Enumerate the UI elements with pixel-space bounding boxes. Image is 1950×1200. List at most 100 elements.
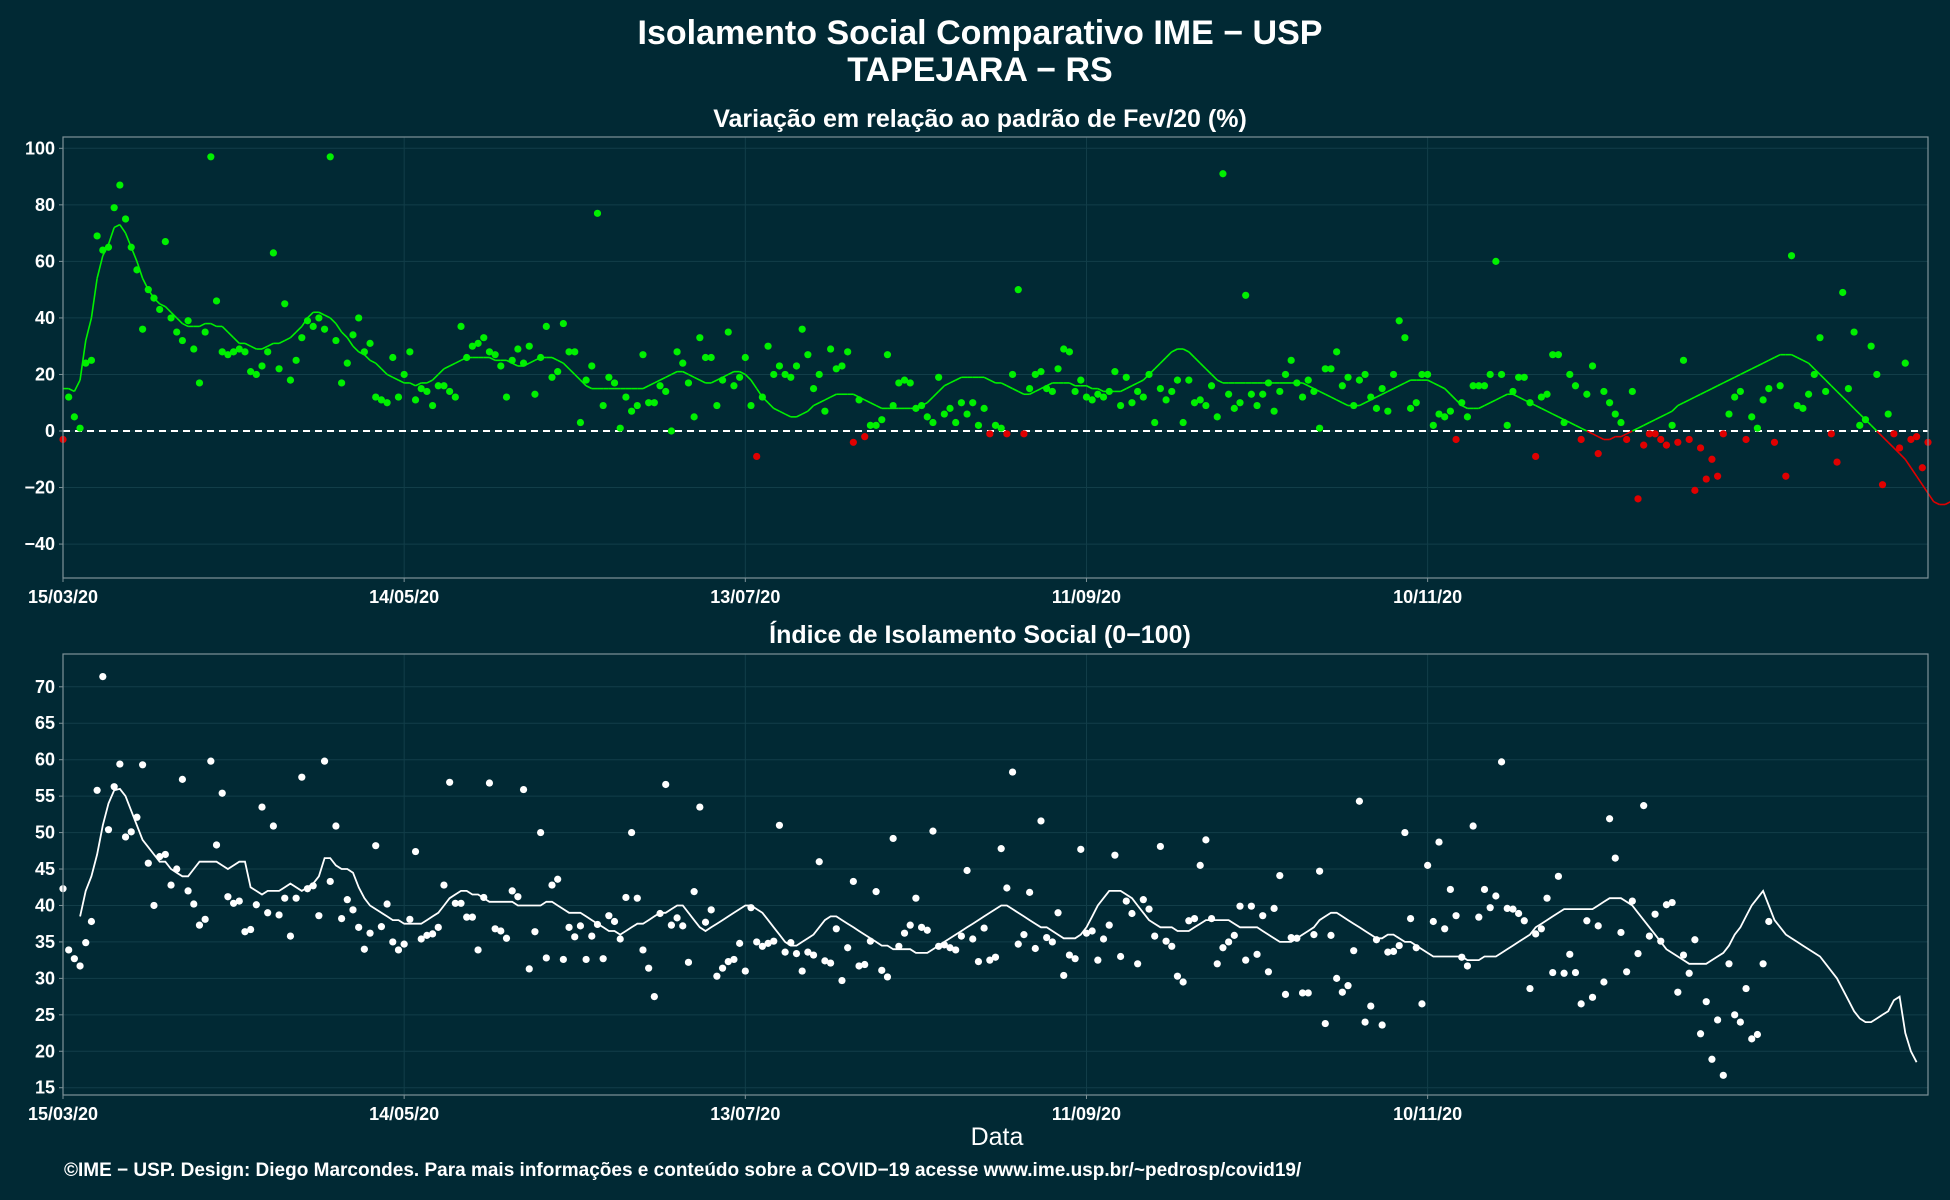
data-point	[1276, 387, 1284, 396]
average-line-segment	[1097, 387, 1104, 393]
data-point	[264, 348, 272, 356]
average-line-segment	[830, 393, 837, 398]
average-line-segment	[1609, 435, 1616, 441]
data-point	[1003, 430, 1011, 438]
data-point	[1196, 396, 1204, 404]
data-point	[1253, 401, 1261, 410]
data-point	[662, 780, 670, 789]
data-point	[82, 939, 90, 947]
data-point	[980, 924, 988, 932]
data-point	[1156, 384, 1164, 393]
data-point	[423, 931, 431, 939]
data-point	[1856, 421, 1864, 429]
data-point	[804, 351, 812, 359]
data-point	[99, 672, 107, 681]
data-point	[1242, 956, 1250, 964]
data-point	[1014, 286, 1022, 294]
data-point	[997, 424, 1005, 432]
average-line-segment	[864, 399, 871, 404]
data-point	[1736, 1018, 1744, 1026]
data-point	[1617, 928, 1625, 937]
data-point	[309, 322, 317, 331]
data-point	[599, 401, 607, 410]
data-point	[1378, 1021, 1386, 1029]
data-point	[144, 859, 152, 867]
data-point	[1031, 370, 1039, 379]
data-point	[269, 822, 277, 830]
average-line-segment	[818, 399, 826, 404]
data-point	[434, 923, 442, 931]
average-line-segment	[432, 373, 439, 381]
data-point	[1298, 989, 1307, 997]
data-point	[650, 399, 658, 407]
average-line-segment	[1404, 379, 1411, 384]
data-point	[1611, 410, 1619, 418]
data-point	[605, 373, 613, 381]
data-point	[1122, 373, 1130, 381]
data-point	[383, 399, 391, 407]
data-point	[372, 393, 380, 401]
data-point	[349, 331, 357, 339]
data-point	[1907, 435, 1915, 444]
data-point	[957, 399, 965, 407]
data-point	[525, 965, 533, 973]
data-point	[1651, 430, 1659, 438]
data-point	[1424, 861, 1432, 869]
data-point	[645, 399, 653, 407]
data-point	[121, 833, 130, 841]
average-line-segment	[784, 413, 792, 418]
average-line-segment	[989, 379, 996, 384]
data-point	[1202, 836, 1210, 844]
data-point	[184, 317, 192, 325]
data-point	[1389, 370, 1398, 379]
data-point	[1037, 368, 1045, 376]
x-tick-label: 14/05/20	[369, 587, 439, 607]
average-line-segment	[870, 402, 877, 407]
data-point	[582, 376, 590, 384]
average-line-segment	[306, 311, 314, 319]
data-point	[207, 153, 215, 161]
data-point	[1281, 990, 1290, 999]
average-line-segment	[250, 345, 257, 350]
data-point	[457, 322, 465, 331]
data-point	[1048, 387, 1056, 396]
average-line-segment	[1489, 399, 1497, 404]
data-point	[548, 881, 556, 889]
data-point	[1748, 1035, 1756, 1043]
data-point	[1753, 1030, 1762, 1039]
x-tick-label: 10/11/20	[1393, 1104, 1462, 1124]
data-point	[605, 912, 613, 920]
data-point	[838, 976, 846, 985]
average-line-segment	[278, 339, 286, 345]
data-point	[792, 949, 801, 958]
data-point	[110, 783, 118, 791]
data-point	[292, 894, 300, 902]
data-point	[872, 888, 880, 896]
data-point	[872, 421, 880, 429]
data-point	[1566, 370, 1574, 379]
data-point	[1696, 444, 1705, 452]
average-line-segment	[289, 331, 297, 339]
data-point	[1247, 390, 1255, 398]
average-line-segment	[1216, 379, 1224, 384]
plot-frame	[62, 136, 1929, 579]
data-point	[1463, 413, 1472, 421]
data-point	[110, 204, 118, 212]
data-point	[878, 416, 886, 424]
average-line-segment	[1319, 390, 1326, 395]
average-line-segment	[352, 345, 360, 353]
data-point	[1873, 370, 1881, 379]
data-point	[1406, 404, 1415, 412]
data-point	[1605, 815, 1614, 823]
data-point	[917, 923, 926, 931]
average-line-segment	[386, 373, 394, 379]
data-point	[1065, 951, 1074, 959]
data-point	[1867, 342, 1875, 350]
average-line-segment	[1740, 370, 1747, 376]
data-point	[1111, 368, 1119, 376]
average-line-segment	[90, 278, 98, 319]
data-point	[400, 370, 408, 379]
data-point	[1725, 960, 1733, 968]
average-line-segment	[1774, 353, 1781, 359]
data-point	[741, 353, 749, 362]
